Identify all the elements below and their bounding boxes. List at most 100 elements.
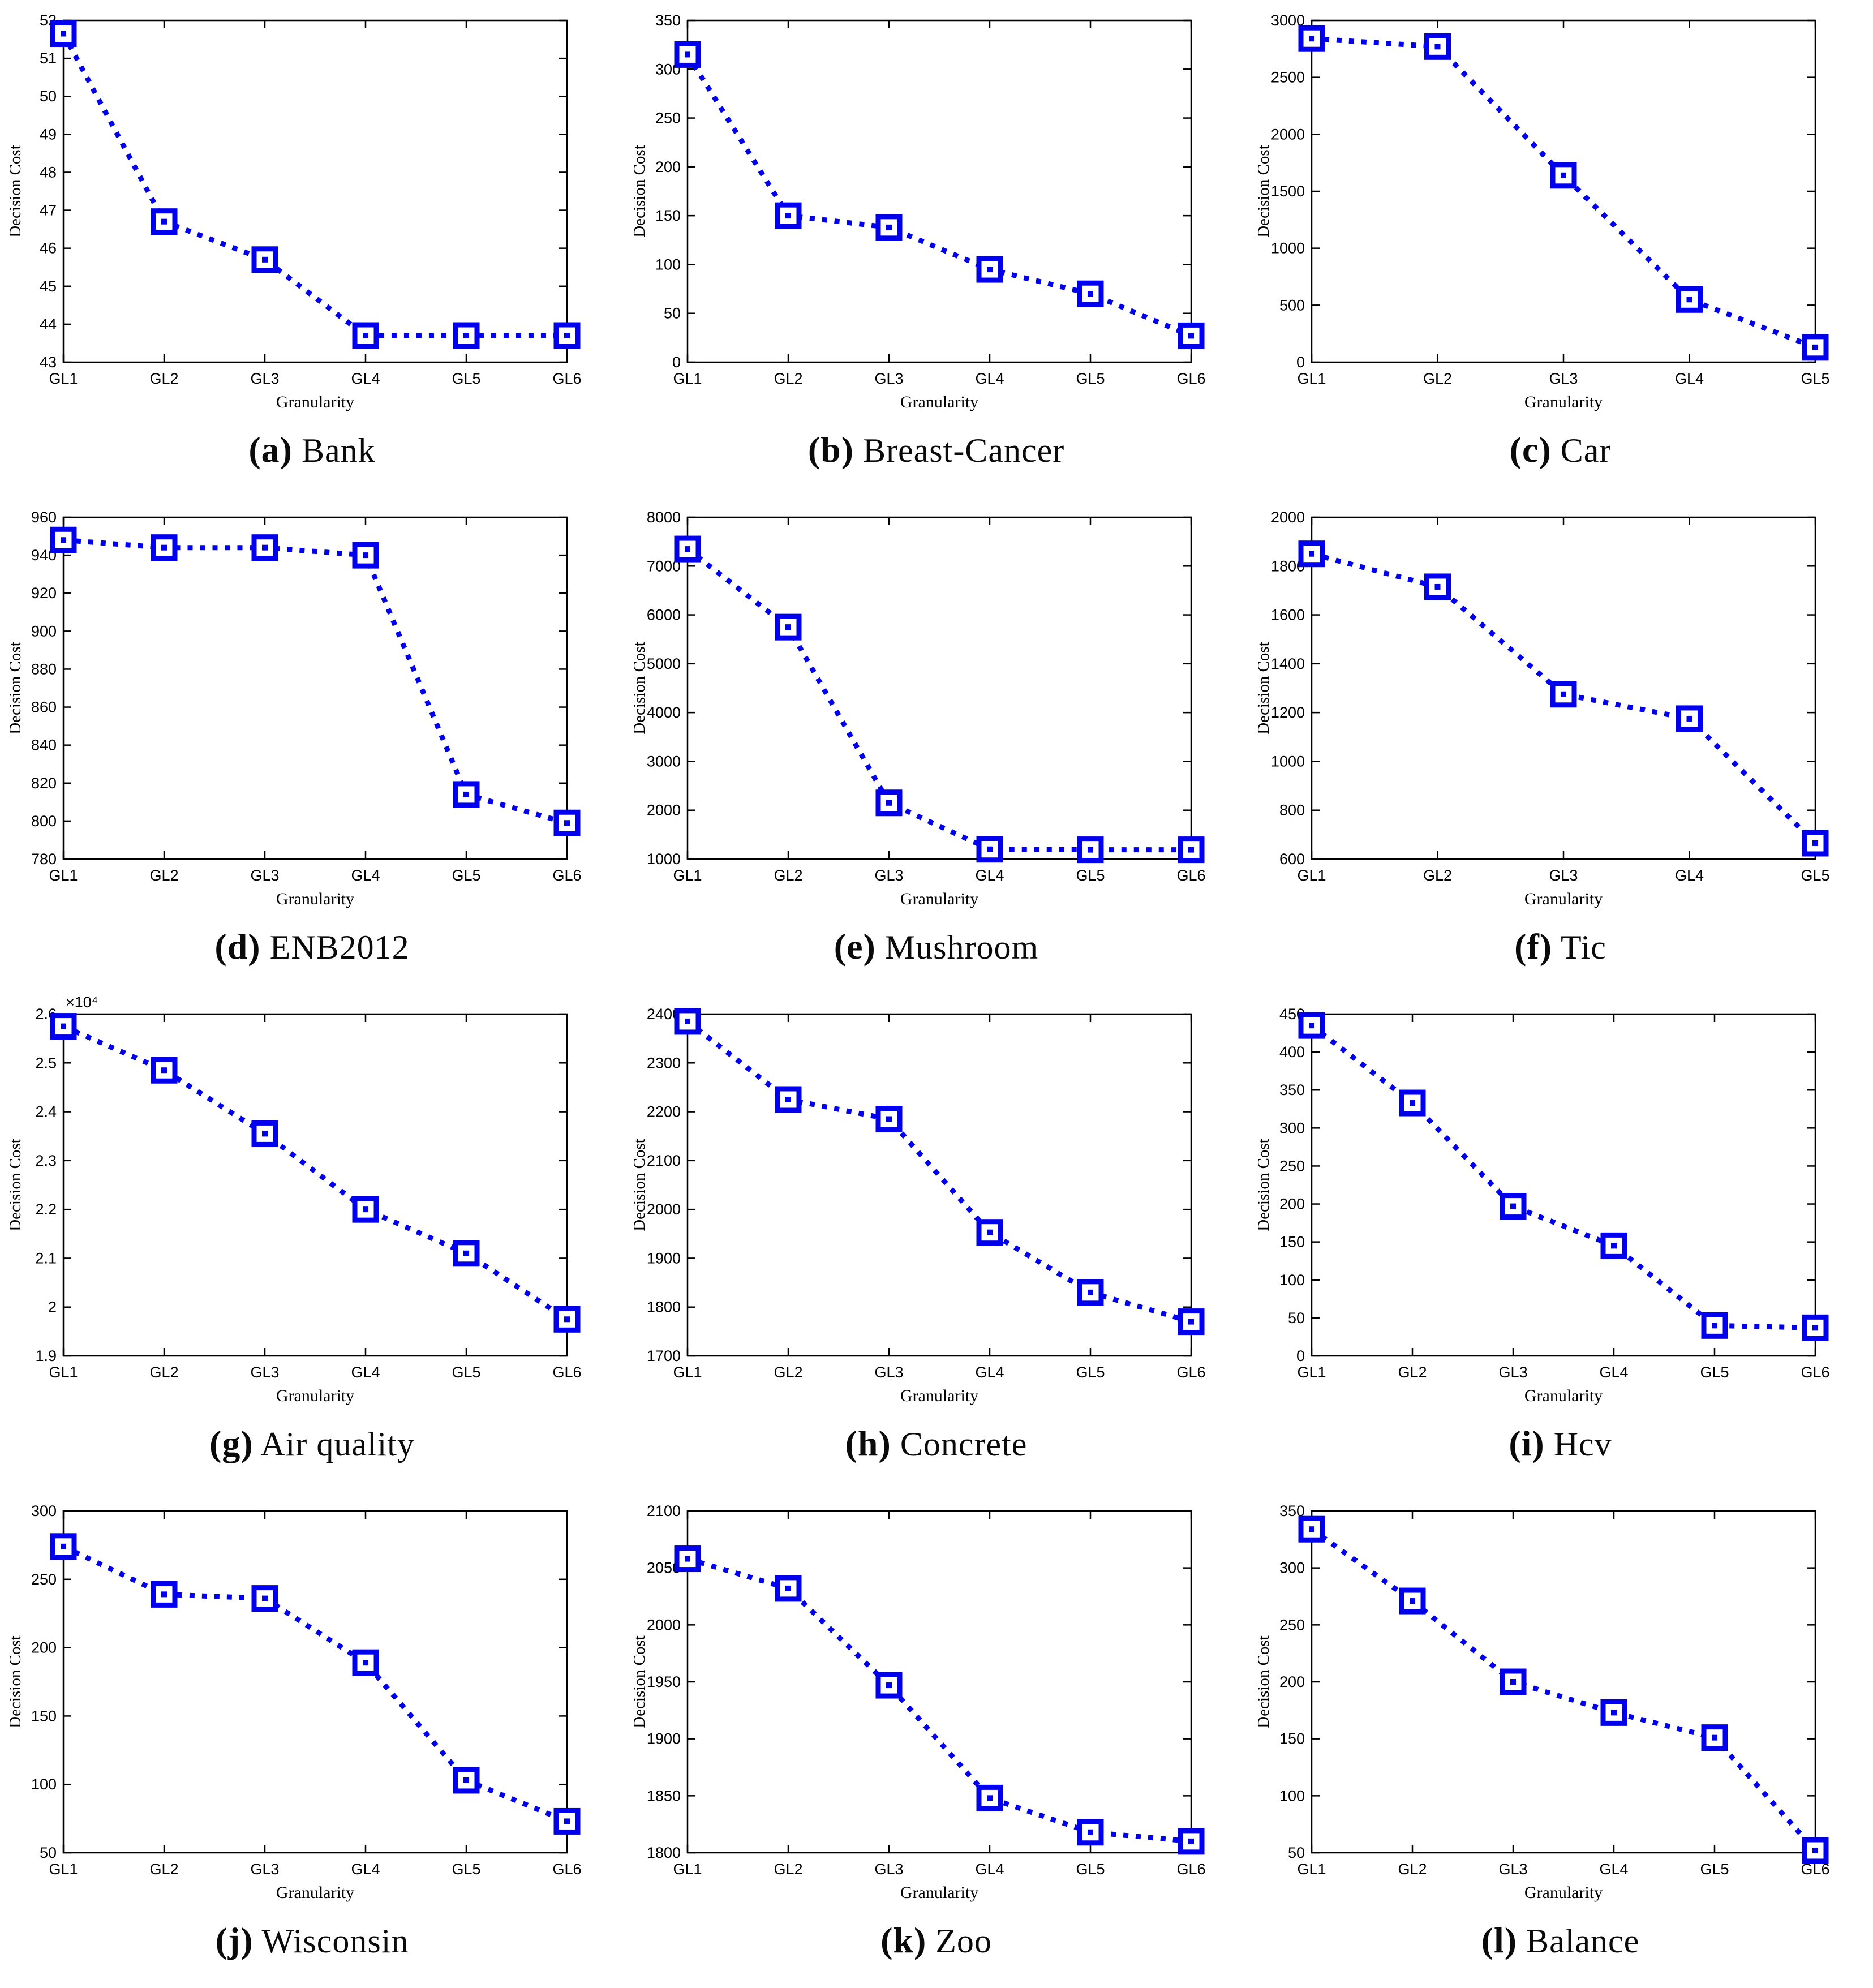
svg-text:1800: 1800 xyxy=(647,1844,681,1861)
svg-text:GL6: GL6 xyxy=(1176,867,1205,884)
svg-text:2200: 2200 xyxy=(647,1104,681,1120)
svg-text:2100: 2100 xyxy=(647,1502,681,1519)
svg-text:100: 100 xyxy=(1279,1787,1305,1804)
svg-text:GL2: GL2 xyxy=(774,867,802,884)
svg-text:300: 300 xyxy=(1279,1119,1305,1136)
svg-text:Decision Cost: Decision Cost xyxy=(6,1139,24,1231)
svg-text:8000: 8000 xyxy=(647,509,681,526)
svg-text:100: 100 xyxy=(31,1776,57,1793)
svg-text:1950: 1950 xyxy=(647,1673,681,1690)
svg-text:780: 780 xyxy=(31,851,57,868)
caption-letter: (k) xyxy=(880,1920,927,1960)
svg-text:Decision Cost: Decision Cost xyxy=(630,1139,648,1231)
caption-letter: (h) xyxy=(845,1423,891,1463)
svg-text:Granularity: Granularity xyxy=(276,1386,354,1405)
chart-cell-e: 1000 2000 3000 4000 5000 6000 7000 8000 GL1 GL2 GL… xyxy=(624,497,1248,994)
svg-text:50: 50 xyxy=(1288,1844,1305,1861)
svg-text:900: 900 xyxy=(31,622,57,639)
svg-text:0: 0 xyxy=(1296,1347,1305,1364)
svg-text:GL1: GL1 xyxy=(49,867,78,884)
chart-j-caption: (j) Wisconsin xyxy=(0,1920,624,1961)
svg-text:GL3: GL3 xyxy=(250,867,279,884)
svg-text:GL2: GL2 xyxy=(774,370,802,387)
svg-text:1000: 1000 xyxy=(1271,753,1305,770)
svg-text:GL5: GL5 xyxy=(452,1861,480,1878)
svg-text:2000: 2000 xyxy=(1271,126,1305,143)
svg-text:GL3: GL3 xyxy=(874,370,903,387)
svg-text:2.4: 2.4 xyxy=(35,1104,57,1120)
svg-text:400: 400 xyxy=(1279,1044,1305,1060)
svg-text:200: 200 xyxy=(655,158,681,175)
svg-text:250: 250 xyxy=(1279,1616,1305,1633)
svg-text:GL2: GL2 xyxy=(774,1861,802,1878)
caption-letter: (a) xyxy=(248,430,293,470)
svg-text:GL5: GL5 xyxy=(1076,1861,1105,1878)
svg-text:300: 300 xyxy=(1279,1560,1305,1577)
svg-text:0: 0 xyxy=(672,354,681,371)
svg-text:1500: 1500 xyxy=(1271,183,1305,200)
svg-text:GL4: GL4 xyxy=(1675,867,1704,884)
svg-text:GL1: GL1 xyxy=(1297,1364,1326,1381)
svg-text:150: 150 xyxy=(31,1707,57,1724)
chart-cell-c: 0 500 1000 1500 2000 2500 3000 GL1 GL2 GL3 GL4 GL5 D… xyxy=(1248,0,1872,497)
svg-text:2.2: 2.2 xyxy=(35,1201,57,1218)
svg-text:GL4: GL4 xyxy=(1599,1364,1628,1381)
svg-text:860: 860 xyxy=(31,699,57,716)
svg-text:GL1: GL1 xyxy=(1297,867,1326,884)
svg-text:GL5: GL5 xyxy=(1700,1861,1729,1878)
svg-text:GL6: GL6 xyxy=(552,1861,581,1878)
svg-text:50: 50 xyxy=(1288,1309,1305,1326)
svg-text:820: 820 xyxy=(31,775,57,792)
caption-letter: (l) xyxy=(1481,1920,1518,1960)
svg-text:GL4: GL4 xyxy=(351,1861,380,1878)
svg-text:1200: 1200 xyxy=(1271,704,1305,721)
svg-text:GL3: GL3 xyxy=(874,1364,903,1381)
svg-text:6000: 6000 xyxy=(647,607,681,624)
svg-text:GL2: GL2 xyxy=(1423,867,1452,884)
chart-a-caption: (a) Bank xyxy=(0,429,624,471)
svg-text:47: 47 xyxy=(40,202,57,219)
svg-text:GL6: GL6 xyxy=(552,867,581,884)
caption-label: Bank xyxy=(301,432,376,469)
chart-k-caption: (k) Zoo xyxy=(624,1920,1248,1961)
svg-text:Decision Cost: Decision Cost xyxy=(1255,1139,1273,1231)
svg-text:GL6: GL6 xyxy=(1176,370,1205,387)
caption-label: ENB2012 xyxy=(269,929,410,966)
svg-text:2000: 2000 xyxy=(647,802,681,819)
caption-label: Balance xyxy=(1526,1922,1640,1960)
svg-text:GL5: GL5 xyxy=(1076,370,1105,387)
svg-text:GL2: GL2 xyxy=(149,370,178,387)
svg-text:350: 350 xyxy=(655,12,681,29)
svg-text:150: 150 xyxy=(1279,1731,1305,1747)
svg-text:1400: 1400 xyxy=(1271,655,1305,672)
chart-cell-j: 50 100 150 200 250 300 GL1 GL2 GL3 GL4 GL5 GL6 Decis… xyxy=(0,1491,624,1987)
svg-text:250: 250 xyxy=(655,110,681,127)
svg-text:GL6: GL6 xyxy=(552,1364,581,1381)
svg-text:500: 500 xyxy=(1279,297,1305,314)
chart-cell-g: 1.9 2 2.1 2.2 2.3 2.4 2.5 2.6 GL1 GL2 GL3 GL4 GL5 GL6… xyxy=(0,994,624,1491)
svg-text:2300: 2300 xyxy=(647,1054,681,1071)
caption-label: Air quality xyxy=(260,1425,415,1463)
svg-text:49: 49 xyxy=(40,126,57,143)
svg-text:GL1: GL1 xyxy=(49,1861,78,1878)
svg-text:45: 45 xyxy=(40,278,57,295)
svg-text:2500: 2500 xyxy=(1271,69,1305,86)
svg-text:2: 2 xyxy=(48,1299,57,1316)
svg-text:Granularity: Granularity xyxy=(1524,393,1603,411)
svg-text:1000: 1000 xyxy=(647,851,681,868)
chart-d-caption: (d) ENB2012 xyxy=(0,926,624,968)
svg-text:GL5: GL5 xyxy=(1076,1364,1105,1381)
svg-text:1900: 1900 xyxy=(647,1731,681,1747)
svg-text:GL1: GL1 xyxy=(673,1364,702,1381)
chart-cell-h: 1700 1800 1900 2000 2100 2200 2300 2400 GL1 GL2 GL… xyxy=(624,994,1248,1491)
svg-text:GL3: GL3 xyxy=(1498,1364,1527,1381)
svg-text:GL4: GL4 xyxy=(1599,1861,1628,1878)
svg-text:250: 250 xyxy=(1279,1157,1305,1174)
svg-text:200: 200 xyxy=(1279,1673,1305,1690)
chart-cell-i: 0 50 100 150 200 250 300 350 400 450 GL1 GL2 GL3 GL4 G… xyxy=(1248,994,1872,1491)
